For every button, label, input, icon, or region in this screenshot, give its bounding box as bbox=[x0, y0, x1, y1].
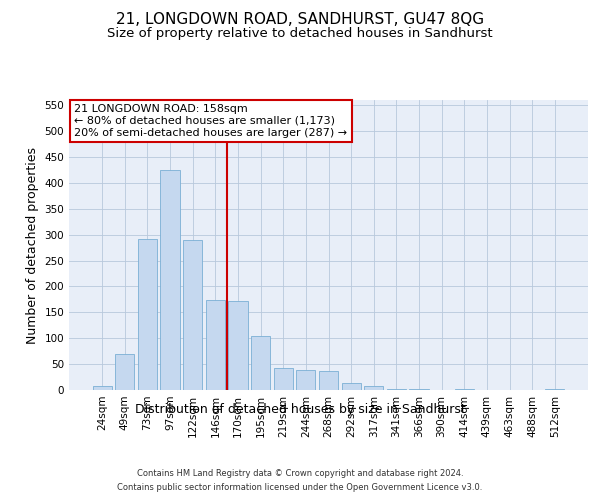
Bar bbox=[160, 170, 180, 390]
Text: Contains public sector information licensed under the Open Government Licence v3: Contains public sector information licen… bbox=[118, 484, 482, 492]
Bar bbox=[115, 354, 134, 390]
Bar bbox=[319, 372, 338, 390]
Bar bbox=[183, 240, 202, 390]
Bar bbox=[251, 336, 270, 390]
Y-axis label: Number of detached properties: Number of detached properties bbox=[26, 146, 39, 344]
Text: 21 LONGDOWN ROAD: 158sqm
← 80% of detached houses are smaller (1,173)
20% of sem: 21 LONGDOWN ROAD: 158sqm ← 80% of detach… bbox=[74, 104, 347, 138]
Bar bbox=[341, 383, 361, 390]
Bar bbox=[545, 389, 565, 390]
Text: Contains HM Land Registry data © Crown copyright and database right 2024.: Contains HM Land Registry data © Crown c… bbox=[137, 468, 463, 477]
Bar bbox=[92, 386, 112, 390]
Bar bbox=[206, 300, 225, 390]
Bar bbox=[229, 301, 248, 390]
Text: 21, LONGDOWN ROAD, SANDHURST, GU47 8QG: 21, LONGDOWN ROAD, SANDHURST, GU47 8QG bbox=[116, 12, 484, 28]
Bar bbox=[296, 370, 316, 390]
Bar bbox=[274, 368, 293, 390]
Text: Distribution of detached houses by size in Sandhurst: Distribution of detached houses by size … bbox=[134, 402, 466, 415]
Bar bbox=[455, 389, 474, 390]
Bar bbox=[138, 240, 157, 390]
Bar bbox=[364, 386, 383, 390]
Text: Size of property relative to detached houses in Sandhurst: Size of property relative to detached ho… bbox=[107, 28, 493, 40]
Bar bbox=[387, 389, 406, 390]
